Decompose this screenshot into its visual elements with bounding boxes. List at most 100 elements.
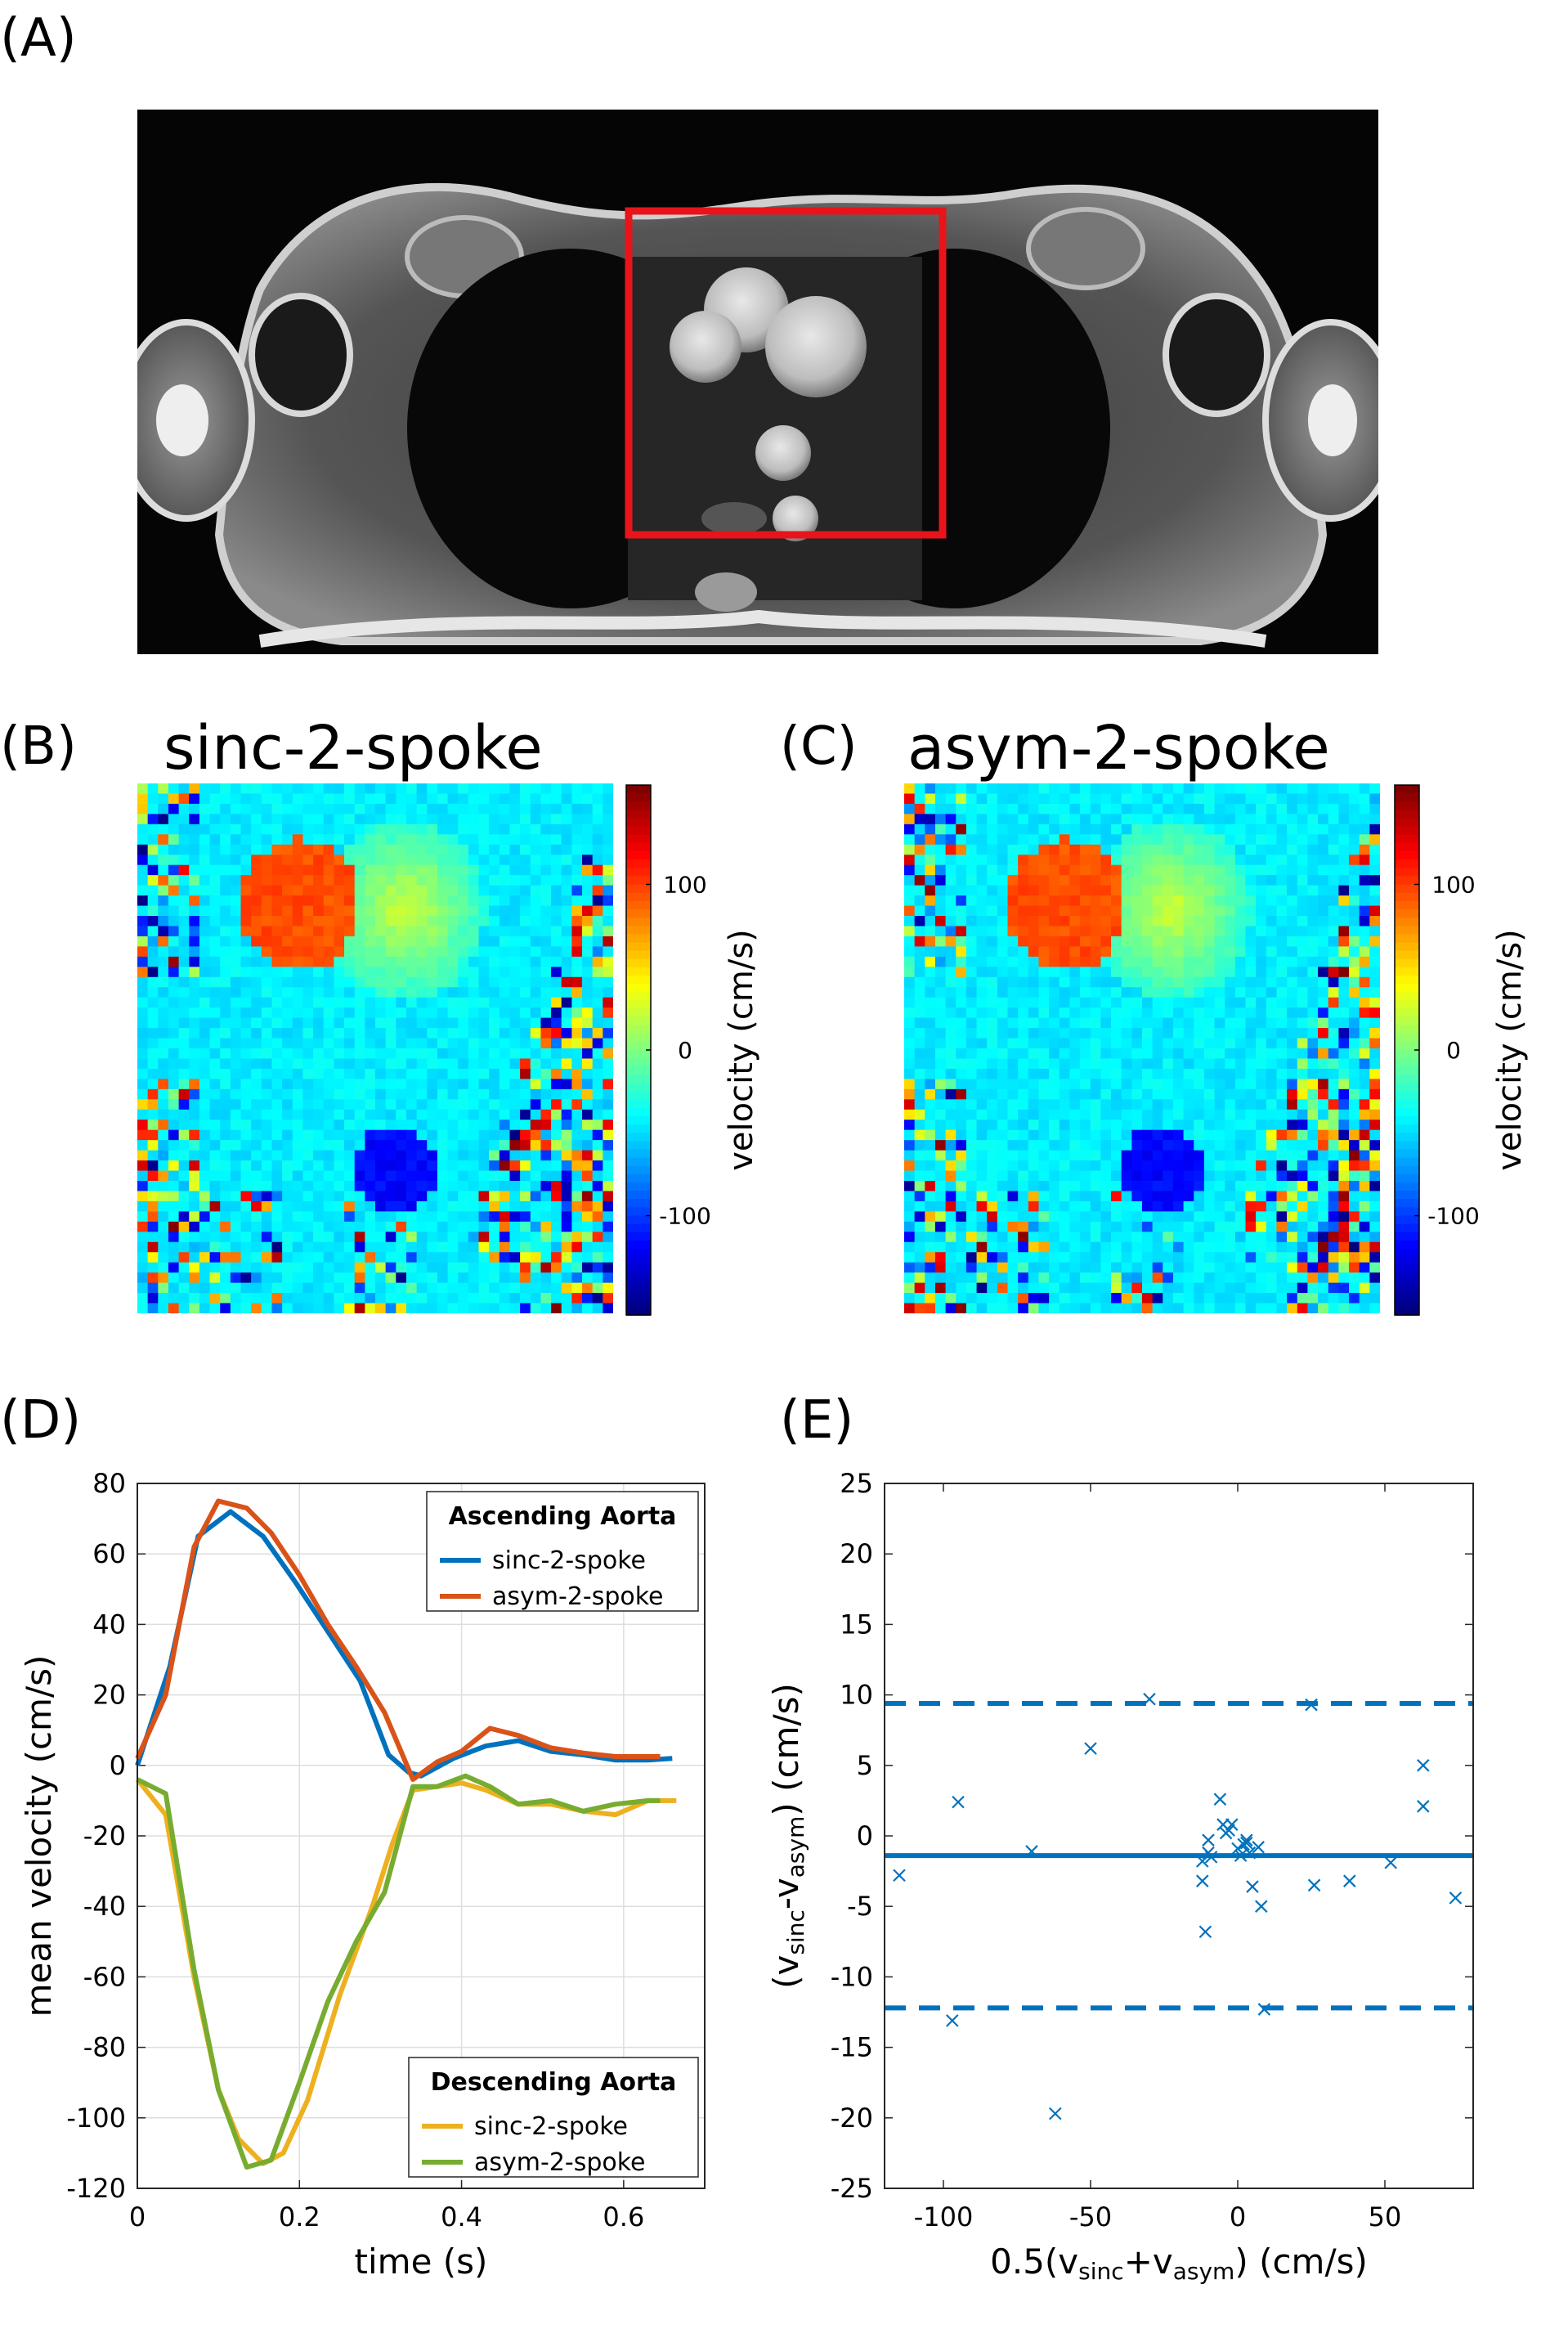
velocity-pixel: [405, 1293, 418, 1304]
velocity-pixel: [945, 1058, 956, 1070]
velocity-pixel: [997, 793, 1009, 805]
velocity-pixel: [1225, 1088, 1236, 1100]
y-axis-title: mean velocity (cm/s): [19, 1655, 59, 2017]
velocity-pixel: [1256, 1038, 1267, 1049]
velocity-pixel: [499, 997, 511, 1008]
velocity-pixel: [396, 946, 407, 958]
velocity-pixel: [1194, 885, 1205, 896]
velocity-pixel: [1297, 1140, 1309, 1151]
velocity-pixel: [582, 844, 594, 855]
velocity-pixel: [1090, 1181, 1101, 1192]
velocity-pixel: [261, 1150, 273, 1161]
velocity-pixel: [323, 1160, 334, 1172]
velocity-pixel: [1059, 885, 1071, 896]
velocity-pixel: [1276, 1262, 1288, 1273]
velocity-pixel: [178, 1191, 190, 1202]
velocity-pixel: [1266, 987, 1278, 998]
velocity-pixel: [965, 1058, 978, 1070]
y-tick-label: -120: [66, 2173, 126, 2204]
colorbar-step: [626, 1182, 651, 1191]
velocity-pixel: [592, 1028, 603, 1039]
velocity-pixel: [427, 1129, 438, 1141]
velocity-pixel: [251, 1211, 262, 1223]
velocity-pixel: [1018, 875, 1029, 886]
velocity-pixel: [1172, 1191, 1185, 1202]
velocity-pixel: [189, 1200, 200, 1212]
velocity-pixel: [416, 916, 428, 927]
velocity-pixel: [385, 1038, 396, 1049]
velocity-pixel: [551, 916, 562, 927]
colorbar-step: [1395, 834, 1419, 844]
velocity-pixel: [1111, 1129, 1122, 1141]
velocity-pixel: [271, 1068, 283, 1079]
velocity-pixel: [1266, 1017, 1278, 1029]
velocity-pixel: [365, 1200, 376, 1212]
velocity-pixel: [1203, 783, 1216, 795]
velocity-pixel: [1172, 1058, 1185, 1070]
velocity-pixel: [1038, 783, 1050, 795]
velocity-pixel: [292, 1048, 304, 1060]
velocity-pixel: [1163, 1241, 1174, 1253]
colorbar-step: [626, 793, 651, 803]
velocity-pixel: [561, 1109, 572, 1120]
velocity-pixel: [416, 1079, 428, 1090]
velocity-pixel: [997, 1007, 1009, 1019]
velocity-pixel: [365, 916, 376, 927]
velocity-pixel: [302, 1252, 314, 1263]
velocity-pixel: [925, 844, 936, 855]
velocity-pixel: [1256, 1252, 1267, 1263]
velocity-pixel: [1266, 905, 1278, 917]
velocity-pixel: [997, 1200, 1009, 1212]
velocity-pixel: [458, 895, 469, 907]
velocity-pixel: [282, 946, 293, 958]
velocity-pixel: [1234, 936, 1247, 947]
velocity-pixel: [209, 1200, 221, 1212]
velocity-pixel: [313, 1282, 325, 1294]
velocity-pixel: [1214, 926, 1225, 937]
velocity-pixel: [220, 1129, 231, 1141]
velocity-pixel: [1203, 803, 1216, 814]
velocity-pixel: [178, 1221, 190, 1232]
velocity-pixel: [251, 1241, 262, 1253]
velocity-pixel: [1203, 864, 1216, 876]
velocity-pixel: [1318, 1200, 1329, 1212]
velocity-pixel: [458, 1007, 469, 1019]
velocity-pixel: [965, 1150, 978, 1161]
velocity-pixel: [1038, 803, 1050, 814]
velocity-pixel: [1214, 1282, 1225, 1294]
velocity-pixel: [334, 1017, 345, 1029]
velocity-pixel: [251, 926, 262, 937]
velocity-pixel: [945, 1262, 956, 1273]
velocity-pixel: [561, 916, 572, 927]
velocity-pixel: [437, 987, 449, 998]
velocity-pixel: [1203, 895, 1216, 907]
velocity-pixel: [1349, 976, 1360, 988]
velocity-pixel: [396, 1170, 407, 1182]
velocity-pixel: [1225, 1241, 1236, 1253]
velocity-pixel: [1038, 967, 1050, 978]
velocity-pixel: [925, 783, 936, 795]
velocity-pixel: [1090, 1303, 1101, 1313]
velocity-pixel: [189, 1160, 200, 1172]
velocity-pixel: [220, 946, 231, 958]
velocity-pixel: [282, 1272, 293, 1284]
velocity-pixel: [1287, 1099, 1298, 1111]
velocity-pixel: [189, 956, 200, 967]
velocity-pixel: [603, 1079, 613, 1090]
velocity-pixel: [375, 1252, 387, 1263]
velocity-pixel: [385, 1170, 396, 1182]
velocity-pixel: [1069, 1200, 1081, 1212]
velocity-pixel: [344, 1150, 356, 1161]
velocity-pixel: [1359, 1170, 1370, 1182]
velocity-pixel: [1131, 875, 1143, 886]
velocity-pixel: [158, 814, 169, 825]
velocity-pixel: [396, 1303, 407, 1313]
velocity-pixel: [976, 864, 988, 876]
velocity-pixel: [520, 1099, 531, 1111]
velocity-pixel: [1172, 834, 1185, 846]
velocity-pixel: [282, 1221, 293, 1232]
velocity-pixel: [1307, 814, 1319, 825]
velocity-pixel: [1111, 1099, 1122, 1111]
velocity-pixel: [956, 1252, 967, 1263]
velocity-pixel: [354, 1028, 365, 1039]
